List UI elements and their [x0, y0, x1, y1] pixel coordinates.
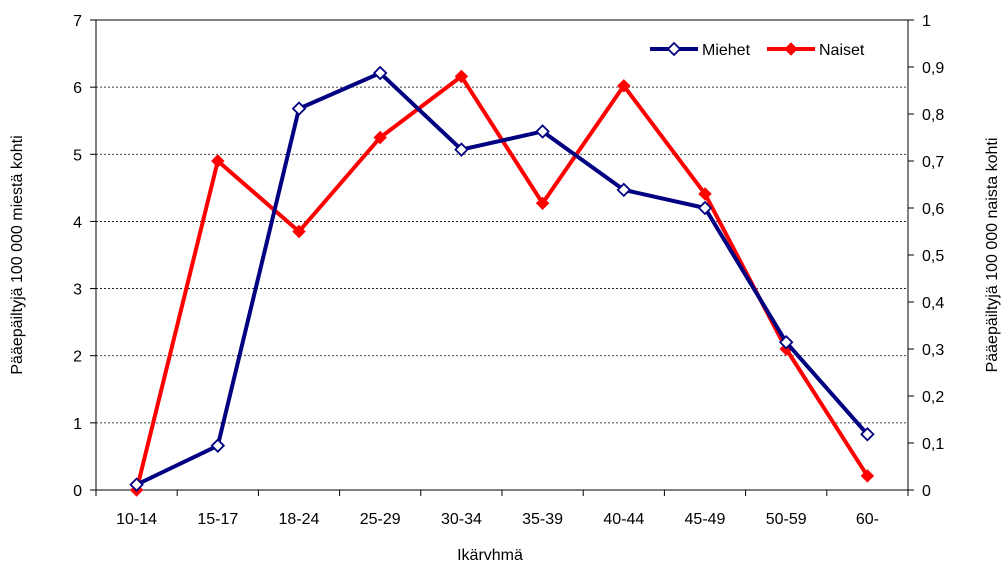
legend-label: Miehet	[702, 42, 751, 59]
y-right-tick-label: 0,7	[922, 154, 944, 171]
y-left-tick-label: 3	[73, 282, 82, 299]
data-point-miehet	[860, 426, 875, 442]
y-left-tick-label: 1	[73, 416, 82, 433]
x-tick-label: 18-24	[279, 511, 320, 528]
plot-border	[95, 19, 909, 491]
y-right-tick-label: 0,3	[922, 342, 944, 359]
plot-area	[95, 19, 909, 491]
y-axis-label-right: Pääepäiltyjä 100 000 naista kohti	[984, 138, 1001, 373]
data-point-naiset	[292, 224, 306, 239]
y-right-tick-label: 1	[922, 13, 931, 30]
axes: 0 1 2 3 4 5 6 7 0 0,1 0,2 0,3 0,4 0,5 0,6 0,7 0,8 0,9 1 10-…	[73, 13, 944, 528]
legend-item-miehet: Miehet	[650, 41, 751, 59]
series-miehet	[129, 65, 875, 492]
gridlines	[96, 86, 908, 424]
x-tick-label: 50-59	[766, 511, 807, 528]
data-point-naiset	[860, 469, 875, 483]
y-left-tick-label: 5	[73, 147, 82, 164]
x-tick-label: 25-29	[360, 511, 401, 528]
legend-label: Naiset	[819, 42, 865, 59]
y-right-tick-label: 0,1	[922, 436, 944, 453]
data-point-miehet	[535, 124, 550, 139]
y-right-tick-label: 0,4	[922, 295, 944, 312]
data-point-naiset	[454, 69, 469, 84]
y-right-tick-label: 0,5	[922, 248, 944, 265]
data-point-miehet	[372, 65, 388, 81]
data-point-miehet	[210, 438, 226, 453]
x-tick-label: 30-34	[441, 511, 482, 528]
x-axis-label: Ikärvhmä	[457, 547, 523, 564]
y-left-tick-label: 7	[73, 13, 82, 30]
x-tick-label: 45-49	[685, 511, 726, 528]
data-point-naiset	[373, 130, 387, 145]
x-tick-label: 15-17	[197, 511, 238, 528]
legend-marker	[784, 42, 798, 56]
series-layer	[129, 65, 875, 497]
legend: Miehet Naiset	[650, 41, 865, 59]
data-point-miehet	[616, 182, 632, 198]
data-point-naiset	[211, 154, 225, 168]
x-tick-label: 10-14	[116, 511, 157, 528]
y-right-tick-label: 0,9	[922, 60, 944, 77]
x-tick-label: 35-39	[522, 511, 563, 528]
y-left-tick-label: 4	[73, 214, 82, 231]
data-point-miehet	[454, 142, 469, 157]
y-right-tick-label: 0,8	[922, 107, 944, 124]
series-line-miehet	[135, 71, 869, 487]
data-point-miehet	[129, 477, 144, 492]
data-point-miehet	[291, 101, 307, 116]
y-left-tick-label: 0	[73, 483, 82, 500]
data-point-naiset	[617, 79, 631, 93]
y-axis-label-left: Pääepäiltyjä 100 000 miestä kohti	[9, 135, 26, 374]
y-left-tick-label: 2	[73, 349, 82, 366]
x-tick-label: 40-44	[603, 511, 644, 528]
data-point-miehet	[778, 335, 794, 350]
legend-marker	[666, 41, 682, 57]
data-point-miehet	[697, 200, 713, 216]
x-tick-label: 60-	[856, 511, 879, 528]
y-right-tick-label: 0	[922, 483, 931, 500]
y-left-tick-label: 6	[73, 80, 82, 97]
data-point-naiset	[698, 187, 712, 201]
legend-item-naiset: Naiset	[767, 42, 865, 59]
data-point-naiset	[535, 196, 550, 211]
y-right-tick-label: 0,2	[922, 389, 944, 406]
y-right-tick-label: 0,6	[922, 201, 944, 218]
